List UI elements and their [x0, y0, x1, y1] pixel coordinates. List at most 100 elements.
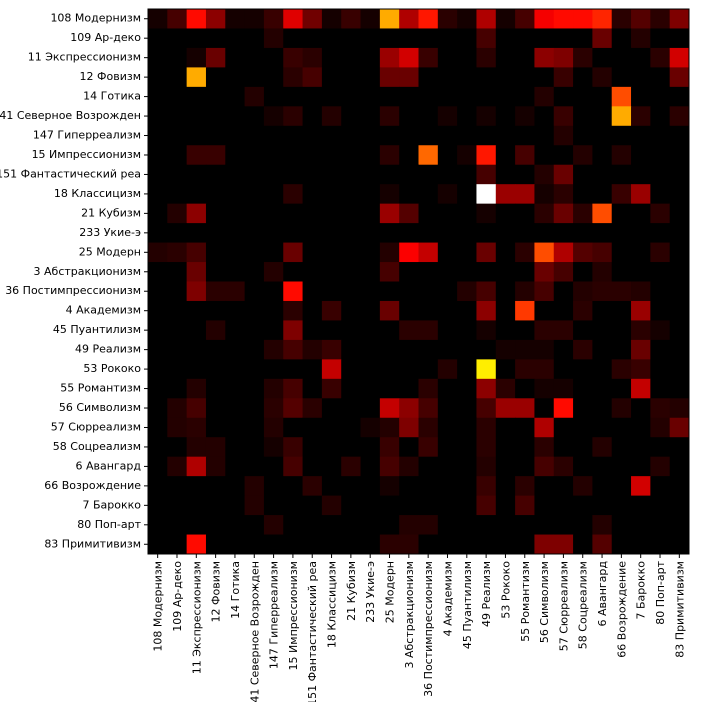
- heatmap-cell: [283, 417, 303, 438]
- heatmap-cell: [418, 86, 439, 107]
- heatmap-cell: [495, 359, 516, 380]
- heatmap-cell: [205, 515, 226, 535]
- heatmap-cell: [515, 203, 535, 224]
- heatmap-cell: [341, 125, 361, 146]
- heatmap-cell: [186, 47, 207, 68]
- heatmap-cell: [573, 476, 593, 496]
- heatmap-cell: [225, 417, 246, 438]
- heatmap-cell: [457, 437, 477, 458]
- heatmap-cell: [534, 534, 555, 555]
- heatmap-cell: [167, 67, 188, 88]
- heatmap-cell: [573, 28, 593, 49]
- heatmap-cell: [341, 456, 361, 477]
- heatmap-cell: [263, 437, 284, 458]
- heatmap-cell: [611, 378, 632, 399]
- heatmap-cell: [399, 320, 419, 341]
- heatmap-cell: [669, 320, 690, 341]
- heatmap-cell: [553, 28, 574, 49]
- heatmap-cell: [360, 106, 381, 127]
- heatmap-cell: [669, 203, 690, 224]
- heatmap-cell: [437, 359, 458, 380]
- heatmap-cell: [225, 359, 246, 380]
- heatmap-cell: [573, 515, 593, 535]
- heatmap-cell: [611, 86, 632, 107]
- heatmap-cell: [418, 320, 439, 341]
- heatmap-cell: [167, 378, 188, 399]
- heatmap-cell: [476, 534, 497, 555]
- heatmap-cell: [553, 359, 574, 380]
- heatmap-cell: [341, 300, 361, 321]
- heatmap-cell: [244, 145, 265, 166]
- heatmap-cell: [205, 67, 226, 88]
- heatmap-cell: [631, 223, 651, 243]
- heatmap-cell: [534, 86, 555, 107]
- heatmap-cell: [283, 437, 303, 458]
- heatmap-cell: [379, 378, 400, 399]
- heatmap-cell: [437, 456, 458, 477]
- heatmap-cell: [379, 534, 400, 555]
- heatmap-cell: [321, 242, 342, 263]
- heatmap-cell: [148, 164, 168, 185]
- heatmap-cell: [669, 47, 690, 68]
- heatmap-cell: [263, 320, 284, 341]
- x-tick-label: 45 Пуантилизм: [461, 561, 474, 649]
- heatmap-cell: [148, 495, 168, 516]
- heatmap-cell: [379, 456, 400, 477]
- heatmap-cell: [553, 281, 574, 302]
- heatmap-cell: [302, 495, 323, 516]
- heatmap-cell: [167, 417, 188, 438]
- heatmap-cell: [457, 339, 477, 360]
- heatmap-cell: [553, 242, 574, 263]
- heatmap-cell: [321, 262, 342, 282]
- heatmap-cell: [418, 203, 439, 224]
- heatmap-cell: [148, 417, 168, 438]
- y-tick-label: 6 Авангард: [75, 459, 141, 472]
- heatmap-cell: [379, 47, 400, 68]
- heatmap-cell: [244, 359, 265, 380]
- heatmap-cell: [476, 398, 497, 419]
- heatmap-cell: [476, 223, 497, 243]
- heatmap-cell: [321, 223, 342, 243]
- heatmap-cell: [611, 300, 632, 321]
- heatmap-cell: [495, 320, 516, 341]
- heatmap-cell: [631, 9, 651, 29]
- heatmap-cell: [418, 184, 439, 205]
- heatmap-cell: [457, 67, 477, 88]
- heatmap-cell: [341, 437, 361, 458]
- heatmap-cell: [611, 495, 632, 516]
- heatmap-cell: [399, 515, 419, 535]
- heatmap-cell: [495, 242, 516, 263]
- heatmap-cell: [457, 47, 477, 68]
- heatmap-cell: [379, 300, 400, 321]
- heatmap-cell: [495, 106, 516, 127]
- heatmap-cell: [669, 359, 690, 380]
- heatmap-cell: [515, 184, 535, 205]
- heatmap-cell: [321, 28, 342, 49]
- heatmap-cell: [476, 359, 497, 380]
- heatmap-cell: [302, 456, 323, 477]
- heatmap-cell: [495, 262, 516, 282]
- heatmap-cell: [244, 417, 265, 438]
- heatmap-cell: [631, 339, 651, 360]
- heatmap-cell: [495, 281, 516, 302]
- heatmap-cell: [244, 378, 265, 399]
- heatmap-cell: [167, 495, 188, 516]
- heatmap-cell: [534, 67, 555, 88]
- heatmap-cell: [263, 476, 284, 496]
- heatmap-cell: [360, 67, 381, 88]
- heatmap-cell: [244, 242, 265, 263]
- y-tick-label: 14 Готика: [83, 90, 141, 103]
- y-tick-label: 141 Северное Возрожден: [0, 109, 141, 122]
- heatmap-cell: [379, 9, 400, 29]
- heatmap-cell: [495, 67, 516, 88]
- heatmap-cell: [321, 320, 342, 341]
- heatmap-cell: [302, 9, 323, 29]
- heatmap-cell: [360, 9, 381, 29]
- heatmap-cell: [148, 28, 168, 49]
- heatmap-cell: [611, 145, 632, 166]
- y-tick-label: 4 Академизм: [66, 304, 141, 317]
- heatmap-cell: [669, 437, 690, 458]
- heatmap-cell: [592, 359, 613, 380]
- heatmap-cell: [360, 28, 381, 49]
- heatmap-cell: [457, 164, 477, 185]
